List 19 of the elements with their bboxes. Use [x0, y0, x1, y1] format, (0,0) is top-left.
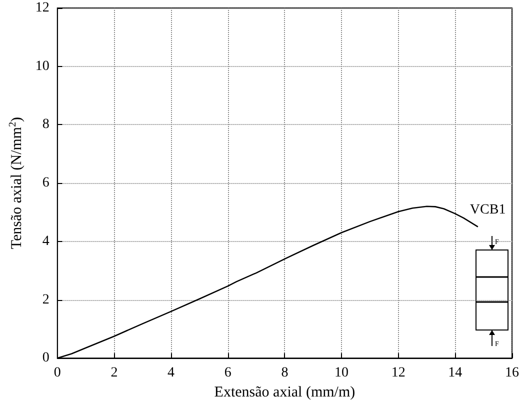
x-tick-label: 16	[505, 366, 519, 381]
x-tick-label: 12	[391, 366, 406, 381]
x-tick-label: 14	[448, 366, 462, 381]
x-tick-label: 4	[168, 366, 175, 381]
x-tick-label: 0	[54, 366, 61, 381]
x-tick-label: 6	[224, 366, 232, 381]
y-tick-label: 6	[42, 176, 50, 191]
y-tick-label: 8	[42, 117, 50, 132]
x-axis-title: Extensão axial (mm/m)	[214, 384, 356, 400]
y-tick-label: 10	[35, 58, 50, 74]
y-tick-label: 12	[35, 0, 50, 16]
y-axis-title: Tensão axial (N/mm2)	[8, 116, 25, 250]
x-tick-label: 10	[334, 366, 349, 381]
annotation: VCB1	[470, 202, 506, 218]
y-tick-label: 4	[42, 234, 50, 249]
x-tick-label: 2	[110, 366, 118, 381]
y-tick-label: 0	[42, 350, 50, 366]
x-tick-label: 8	[281, 366, 288, 381]
y-tick-label: 2	[42, 292, 50, 308]
